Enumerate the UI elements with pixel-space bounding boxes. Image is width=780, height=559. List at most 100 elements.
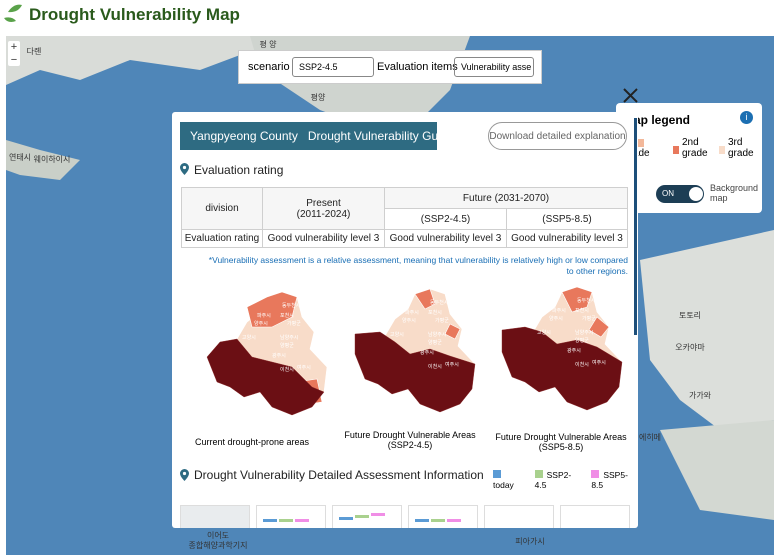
- map-label: 평 양: [260, 39, 278, 49]
- map-label: 오카야마: [675, 342, 705, 352]
- th: division: [181, 187, 263, 230]
- section-title: Evaluation rating: [194, 163, 284, 177]
- level: 3: [495, 233, 502, 244]
- district: [246, 291, 298, 328]
- toggle-knob: [689, 187, 703, 201]
- scenario-select[interactable]: SSP2-4.5: [292, 57, 374, 77]
- zoom-in[interactable]: +: [11, 41, 17, 53]
- district-label: 이천시: [575, 361, 589, 368]
- district-label: 양평군: [575, 337, 589, 344]
- caption: Future Drought Vulnerable Areas (SSP2-4.…: [344, 430, 476, 450]
- scrollbar: [634, 118, 637, 335]
- district-label: 여주시: [445, 361, 459, 368]
- bar-stub: [339, 517, 353, 520]
- map-label: 다롄: [27, 46, 42, 56]
- land: [640, 230, 774, 430]
- level-text: Good vulnerability level: [511, 233, 615, 244]
- level: 3: [617, 233, 623, 244]
- district-label: 광주시: [272, 352, 286, 359]
- bar-stub: [415, 519, 429, 522]
- district: [354, 331, 476, 413]
- section-title: Drought Vulnerability Detailed Assessmen…: [194, 468, 484, 482]
- info-icon[interactable]: i: [740, 111, 753, 124]
- map-label: 웨이하이시: [34, 154, 71, 164]
- district-label: 양주시: [549, 315, 563, 322]
- chart-card: [408, 505, 478, 528]
- district-label: 고양시: [537, 329, 551, 336]
- district-label: 포천시: [575, 307, 589, 314]
- legend-item: 3rd grade: [728, 137, 754, 159]
- district-label: 고양시: [242, 334, 256, 341]
- td: Good vulnerability level 3: [262, 229, 385, 248]
- bar-stub: [447, 519, 461, 522]
- land: [6, 36, 330, 85]
- district-label: 양평군: [428, 339, 442, 346]
- chart-card: [256, 505, 326, 528]
- modal: Yangpyeong County Drought Vulnerability …: [172, 112, 638, 528]
- series-item: SSP2-4.5: [534, 470, 582, 490]
- scenario-label: scenario: [248, 61, 290, 73]
- items-select[interactable]: Vulnerability asse: [454, 57, 534, 77]
- bar-stub: [279, 519, 293, 522]
- items-label: Evaluation items: [377, 61, 458, 73]
- district: [414, 288, 436, 310]
- district-label: 광주시: [567, 347, 581, 354]
- swatch: [673, 146, 679, 154]
- bar-stub: [295, 519, 309, 522]
- district-label: 파주시: [552, 307, 566, 314]
- map-label: 이어도 종합해양과학기지: [189, 530, 248, 550]
- zoom: [8, 41, 20, 66]
- district-label: 가평군: [582, 315, 596, 322]
- bar-stub: [431, 519, 445, 522]
- district-label: 여주시: [592, 359, 606, 366]
- level-text: Good vulnerability level: [389, 233, 494, 244]
- district-label: 고양시: [390, 331, 404, 338]
- district-label: 광주시: [420, 349, 434, 356]
- level: 3: [373, 233, 380, 244]
- district-label: 남양주시: [280, 334, 298, 341]
- legend-item: 2nd grade: [682, 137, 708, 159]
- map-label: 연태시: [9, 153, 31, 162]
- caption: Future Drought Vulnerable Areas (SSP5-8.…: [495, 432, 627, 452]
- district: [501, 326, 623, 411]
- district-label: 파주시: [257, 312, 271, 319]
- note: *Vulnerability assessment is a relative …: [208, 255, 628, 276]
- caption: Current drought-prone areas: [194, 437, 310, 447]
- land: [6, 140, 80, 180]
- swatch: [638, 139, 644, 147]
- zoom-out[interactable]: −: [11, 54, 17, 66]
- map-label: 가가와: [689, 390, 712, 400]
- toggle-text: ON: [662, 189, 674, 198]
- td: Evaluation rating: [181, 229, 263, 248]
- th: (SSP2-4.5): [384, 208, 507, 230]
- logo: [4, 4, 22, 22]
- pin-icon: [180, 163, 189, 175]
- series-name: SSP2-4.5: [534, 470, 572, 490]
- district-label: 남양주시: [428, 331, 446, 338]
- district-label: 포천시: [428, 309, 442, 316]
- district-label: 이천시: [280, 366, 294, 373]
- chart-card: [180, 505, 250, 528]
- district-label: 가평군: [287, 320, 301, 327]
- map-label: 에히메: [639, 432, 661, 442]
- title: Drought Vulnerability Map: [29, 5, 240, 24]
- legend-title: Map legend: [624, 113, 691, 127]
- download-button[interactable]: Download detailed explanation: [488, 122, 627, 150]
- district-label: 가평군: [435, 317, 449, 324]
- td: Good vulnerability level 3: [506, 229, 628, 248]
- district-label: 여주시: [297, 364, 311, 371]
- chart-card: [560, 505, 630, 528]
- district: [206, 338, 325, 416]
- map-label: 평양: [311, 92, 326, 102]
- bar-stub: [371, 513, 385, 516]
- close-button[interactable]: [623, 88, 638, 103]
- map-label: 토토리: [679, 311, 701, 320]
- district-label: 동두천시: [430, 299, 448, 306]
- chart-card: [484, 505, 554, 528]
- district-label: 포천시: [280, 312, 294, 319]
- district: [561, 286, 593, 313]
- map-label: 피아가시: [515, 536, 544, 546]
